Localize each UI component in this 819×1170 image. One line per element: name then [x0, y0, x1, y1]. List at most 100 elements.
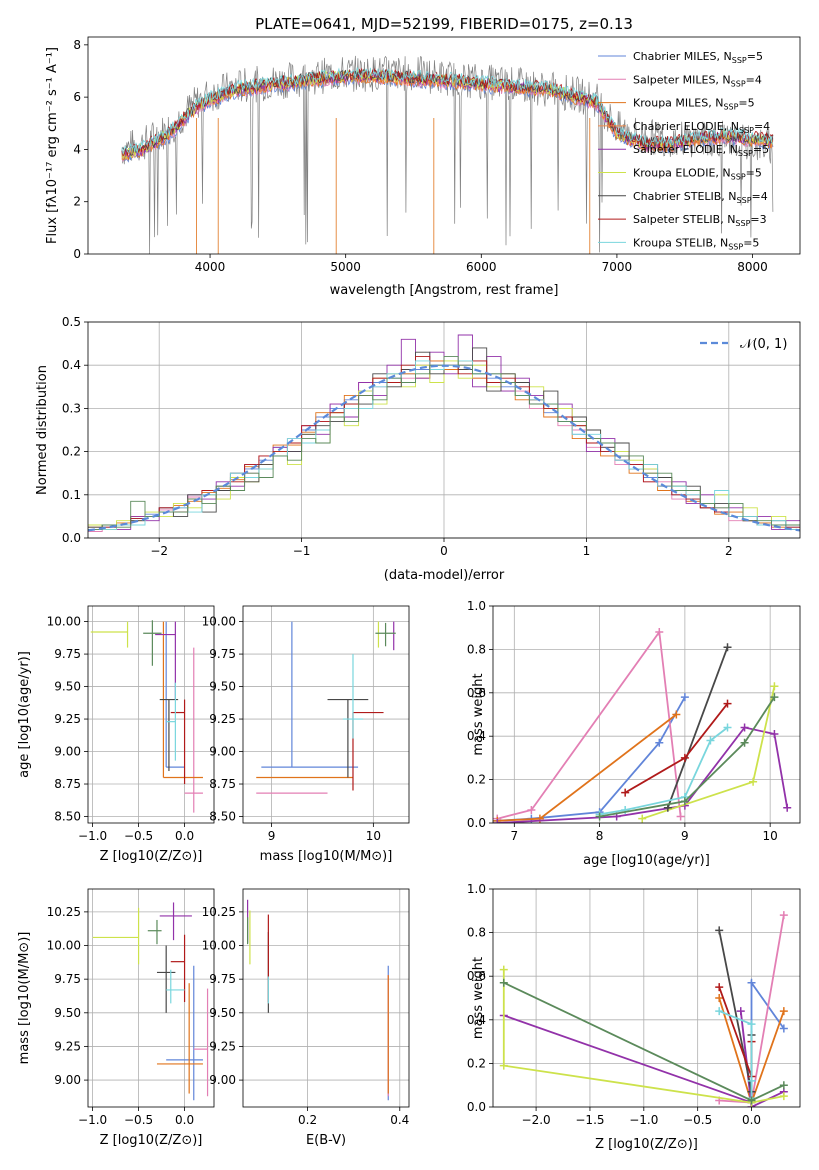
weight-point-marker: [747, 1076, 756, 1085]
weight-point-marker: [747, 1020, 756, 1029]
weight-point-marker: [499, 965, 508, 974]
y-axis-label: mass weight: [471, 673, 486, 755]
x-tick-label: −2: [150, 544, 168, 558]
y-tick-label: 1.0: [467, 599, 486, 613]
legend-label: Kroupa ELODIE, NSSP=5: [633, 167, 762, 182]
y-axis-label: mass weight: [471, 957, 486, 1039]
legend-label: Chabrier MILES, NSSP=5: [633, 50, 763, 65]
x-tick-label: 0.0: [175, 1113, 194, 1127]
weight-point-marker: [747, 978, 756, 987]
y-axis-label: age [log10(age/yr)]: [17, 651, 32, 778]
y-tick-label: 0.6: [467, 686, 486, 700]
weight-series-line: [718, 1010, 753, 1099]
weight-point-marker: [638, 814, 647, 823]
x-tick-label: 0.4: [390, 1113, 409, 1127]
weight-point-marker: [595, 812, 604, 821]
weight-vs-age-panel: 7 8 9 10 0.0 0.2 0.4 0.6 0.8 1.0 age [log10(age/yr…: [467, 599, 801, 868]
x-axis-label: wavelength [Angstrom, rest frame]: [330, 283, 559, 298]
x-tick-label: 10: [763, 829, 778, 843]
x-axis-label: Z [log10(Z/Z⊙)]: [100, 849, 203, 864]
y-tick-label: 0.8: [467, 642, 486, 656]
weight-point-marker: [747, 1096, 756, 1105]
legend-label: Chabrier STELIB, NSSP=4: [633, 190, 768, 205]
axes-frame: [87, 321, 801, 539]
weight-point-marker: [736, 1007, 745, 1016]
y-tick-label: 0.6: [467, 969, 486, 983]
plot-area: [493, 628, 792, 823]
x-tick-label: 1: [583, 544, 591, 558]
model-spectrum-line: [121, 67, 774, 155]
weight-point-marker: [770, 730, 779, 739]
legend-label: Salpeter STELIB, NSSP=3: [633, 213, 767, 228]
y-tick-label: 8: [73, 38, 81, 52]
y-tick-label: 8.75: [209, 777, 236, 791]
legend-label-main: Salpeter STELIB, N: [633, 213, 735, 226]
axes-frame: [87, 36, 801, 255]
legend-label-tail: =5: [738, 97, 754, 110]
weight-point-marker: [676, 812, 685, 821]
x-tick-label: −0.5: [124, 829, 153, 843]
y-tick-label: 10.25: [202, 905, 236, 919]
y-tick-label: 0.1: [62, 488, 81, 502]
weight-point-marker: [499, 1061, 508, 1070]
legend-label-sub: SSP: [735, 219, 750, 228]
y-tick-label: 10.00: [202, 615, 236, 629]
y-tick-label: 6: [73, 90, 81, 104]
x-tick-label: 9: [268, 829, 276, 843]
model-spectrum-line: [121, 67, 774, 157]
residual-histogram-panel: −2 −1 0 1 2 0.0 0.1 0.2 0.3 0.4 0.5 (data-model)/er…: [35, 315, 801, 583]
weight-point-marker: [655, 628, 664, 637]
weight-point-marker: [740, 723, 749, 732]
mass-vs-metallicity-panel: −1.0 −0.5 0.0 9.00 9.25 9.50 9.75 10.00 10.25 Z […: [17, 888, 215, 1148]
y-tick-label: 0: [73, 247, 81, 261]
x-axis-label: age [log10(age/yr)]: [583, 853, 710, 868]
y-tick-label: 0.4: [467, 1013, 486, 1027]
x-axis-label: mass [log10(M/M⊙)]: [260, 849, 393, 864]
histogram-step-line: [88, 356, 800, 530]
legend-label-tail: =3: [750, 213, 766, 226]
legend-label-sub: SSP: [737, 196, 752, 205]
x-tick-label: 0.2: [298, 1113, 317, 1127]
age-vs-mass-panel: 9 10 8.50 8.75 9.00 9.25 9.50 9.75 10.00 mass [lo…: [202, 605, 410, 864]
x-tick-label: 10: [366, 829, 381, 843]
axes-frame: [87, 888, 215, 1108]
weight-point-marker: [723, 699, 732, 708]
weight-point-marker: [715, 1007, 724, 1016]
y-tick-label: 0.4: [467, 729, 486, 743]
weight-point-marker: [783, 803, 792, 812]
y-tick-label: 9.50: [54, 680, 81, 694]
x-axis-label: (data-model)/error: [384, 568, 505, 583]
weight-series-line: [497, 726, 789, 823]
x-tick-label: −1: [293, 544, 311, 558]
x-tick-label: 9: [681, 829, 689, 843]
y-tick-label: 9.75: [54, 647, 81, 661]
x-tick-label: 0.0: [742, 1113, 761, 1127]
x-tick-label: 8000: [737, 260, 768, 274]
weight-point-marker: [749, 777, 758, 786]
y-tick-label: 0.2: [467, 773, 486, 787]
observed-spectrum-line: [121, 55, 774, 254]
x-tick-label: 7000: [602, 260, 633, 274]
weight-point-marker: [723, 643, 732, 652]
y-tick-label: 9.75: [209, 647, 236, 661]
legend-label-tail: =5: [753, 143, 769, 156]
x-tick-label: 7: [510, 829, 518, 843]
weight-point-marker: [779, 1007, 788, 1016]
legend-label-tail: =5: [747, 50, 763, 63]
x-tick-label: 0: [440, 544, 448, 558]
weight-point-marker: [779, 1081, 788, 1090]
y-tick-label: 9.25: [54, 712, 81, 726]
x-tick-label: 6000: [466, 260, 497, 274]
weight-series-line: [497, 629, 682, 820]
y-tick-label: 9.00: [54, 1073, 81, 1087]
axes-frame: [87, 605, 215, 824]
weight-point-marker: [723, 723, 732, 732]
legend-label: Kroupa MILES, NSSP=5: [633, 97, 755, 112]
spectrum-panel: 4000 5000 6000 7000 8000 0 2 4 6 8 wavelength [Ang…: [45, 36, 801, 298]
plot-area: [256, 621, 396, 794]
x-tick-label: −1.0: [78, 829, 107, 843]
legend-label-tail: =5: [743, 236, 759, 249]
y-axis-label: mass [log10(M/M⊙)]: [17, 932, 32, 1065]
legend-label-sub: SSP: [739, 126, 754, 135]
y-tick-label: 10.00: [47, 615, 81, 629]
